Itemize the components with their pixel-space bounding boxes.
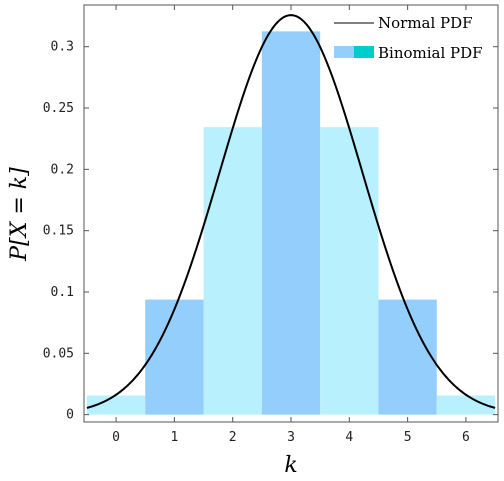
- legend-normal-label: Normal PDF: [378, 14, 473, 32]
- bar-k-6: [436, 395, 496, 415]
- y-tick-label-6: 0.3: [51, 40, 74, 55]
- normal-pdf-curve: [86, 14, 496, 409]
- legend-binomial-swatch-dark: [354, 46, 374, 58]
- x-tick-label-4: 4: [345, 430, 353, 445]
- y-tick-label-5: 0.25: [43, 101, 74, 116]
- bars: [86, 31, 496, 415]
- y-tick-label-3: 0.15: [43, 224, 74, 239]
- y-tick-label-0: 0: [66, 408, 74, 423]
- x-tick-label-5: 5: [404, 430, 412, 445]
- bar-k-5: [378, 299, 437, 415]
- x-tick-label-1: 1: [170, 430, 178, 445]
- y-tick-label-1: 0.05: [43, 346, 74, 361]
- bar-k-0: [86, 395, 146, 415]
- bar-k-4: [320, 127, 379, 415]
- axis-ticks: 0 1 2 3 4 5 6 0 0.05 0.1 0.15 0.2 0.25 0.3: [43, 5, 498, 445]
- legend-binomial-swatch-light: [334, 46, 354, 58]
- y-tick-label-2: 0.1: [51, 285, 74, 300]
- legend-binomial-label: Binomial PDF: [378, 44, 483, 62]
- legend: Normal PDF Binomial PDF: [334, 14, 483, 62]
- y-axis-title: P[X = k]: [7, 167, 32, 262]
- x-tick-label-2: 2: [229, 430, 237, 445]
- bar-k-3: [261, 31, 321, 415]
- x-axis-title: k: [284, 453, 297, 478]
- x-tick-label-3: 3: [287, 430, 295, 445]
- x-tick-label-0: 0: [112, 430, 120, 445]
- bar-k-2: [203, 127, 262, 415]
- x-tick-label-6: 6: [462, 430, 470, 445]
- y-tick-label-4: 0.2: [51, 162, 74, 177]
- bar-k-1: [145, 299, 204, 415]
